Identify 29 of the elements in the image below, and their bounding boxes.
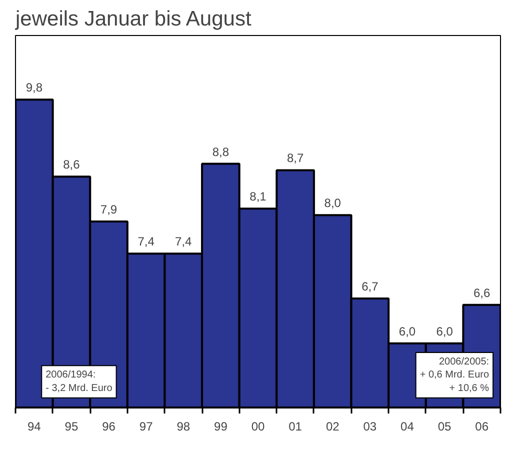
chart-title: jeweils Januar bis August <box>14 8 252 30</box>
x-tick-label: 02 <box>326 420 340 434</box>
x-tick-label: 96 <box>102 420 116 434</box>
x-tick-label: 06 <box>475 420 489 434</box>
data-label: 6,0 <box>436 324 454 338</box>
x-tick-label: 99 <box>214 420 228 434</box>
x-tick-label: 00 <box>251 420 265 434</box>
x-tick-label: 94 <box>27 420 42 434</box>
data-label: 7,4 <box>138 234 155 249</box>
annotation: 2006/2005: + 0,6 Mrd. Euro + 10,6 % <box>420 356 490 394</box>
data-label: 8,6 <box>63 158 80 172</box>
data-label: 7,9 <box>100 202 118 216</box>
x-tick-label: 98 <box>176 420 190 434</box>
data-label: 6,6 <box>474 286 491 300</box>
x-tick-label: 05 <box>438 420 452 434</box>
x-tick-label: 03 <box>363 420 377 434</box>
data-label: 6,0 <box>398 324 416 338</box>
x-tick-label: 01 <box>288 420 302 434</box>
annotation: 2006/1994: - 3,2 Mrd. Euro <box>46 370 113 394</box>
data-label: 9,8 <box>26 80 43 95</box>
x-tick-label: 97 <box>139 420 154 434</box>
data-label: 8,0 <box>324 196 342 210</box>
x-tick-label: 04 <box>400 420 414 434</box>
data-label: 8,8 <box>212 144 230 159</box>
data-label: 8,7 <box>286 151 304 166</box>
x-tick-label: 95 <box>64 420 78 434</box>
data-label: 8,1 <box>250 190 267 204</box>
data-label: 6,7 <box>362 279 379 294</box>
data-label: 7,4 <box>175 234 192 249</box>
